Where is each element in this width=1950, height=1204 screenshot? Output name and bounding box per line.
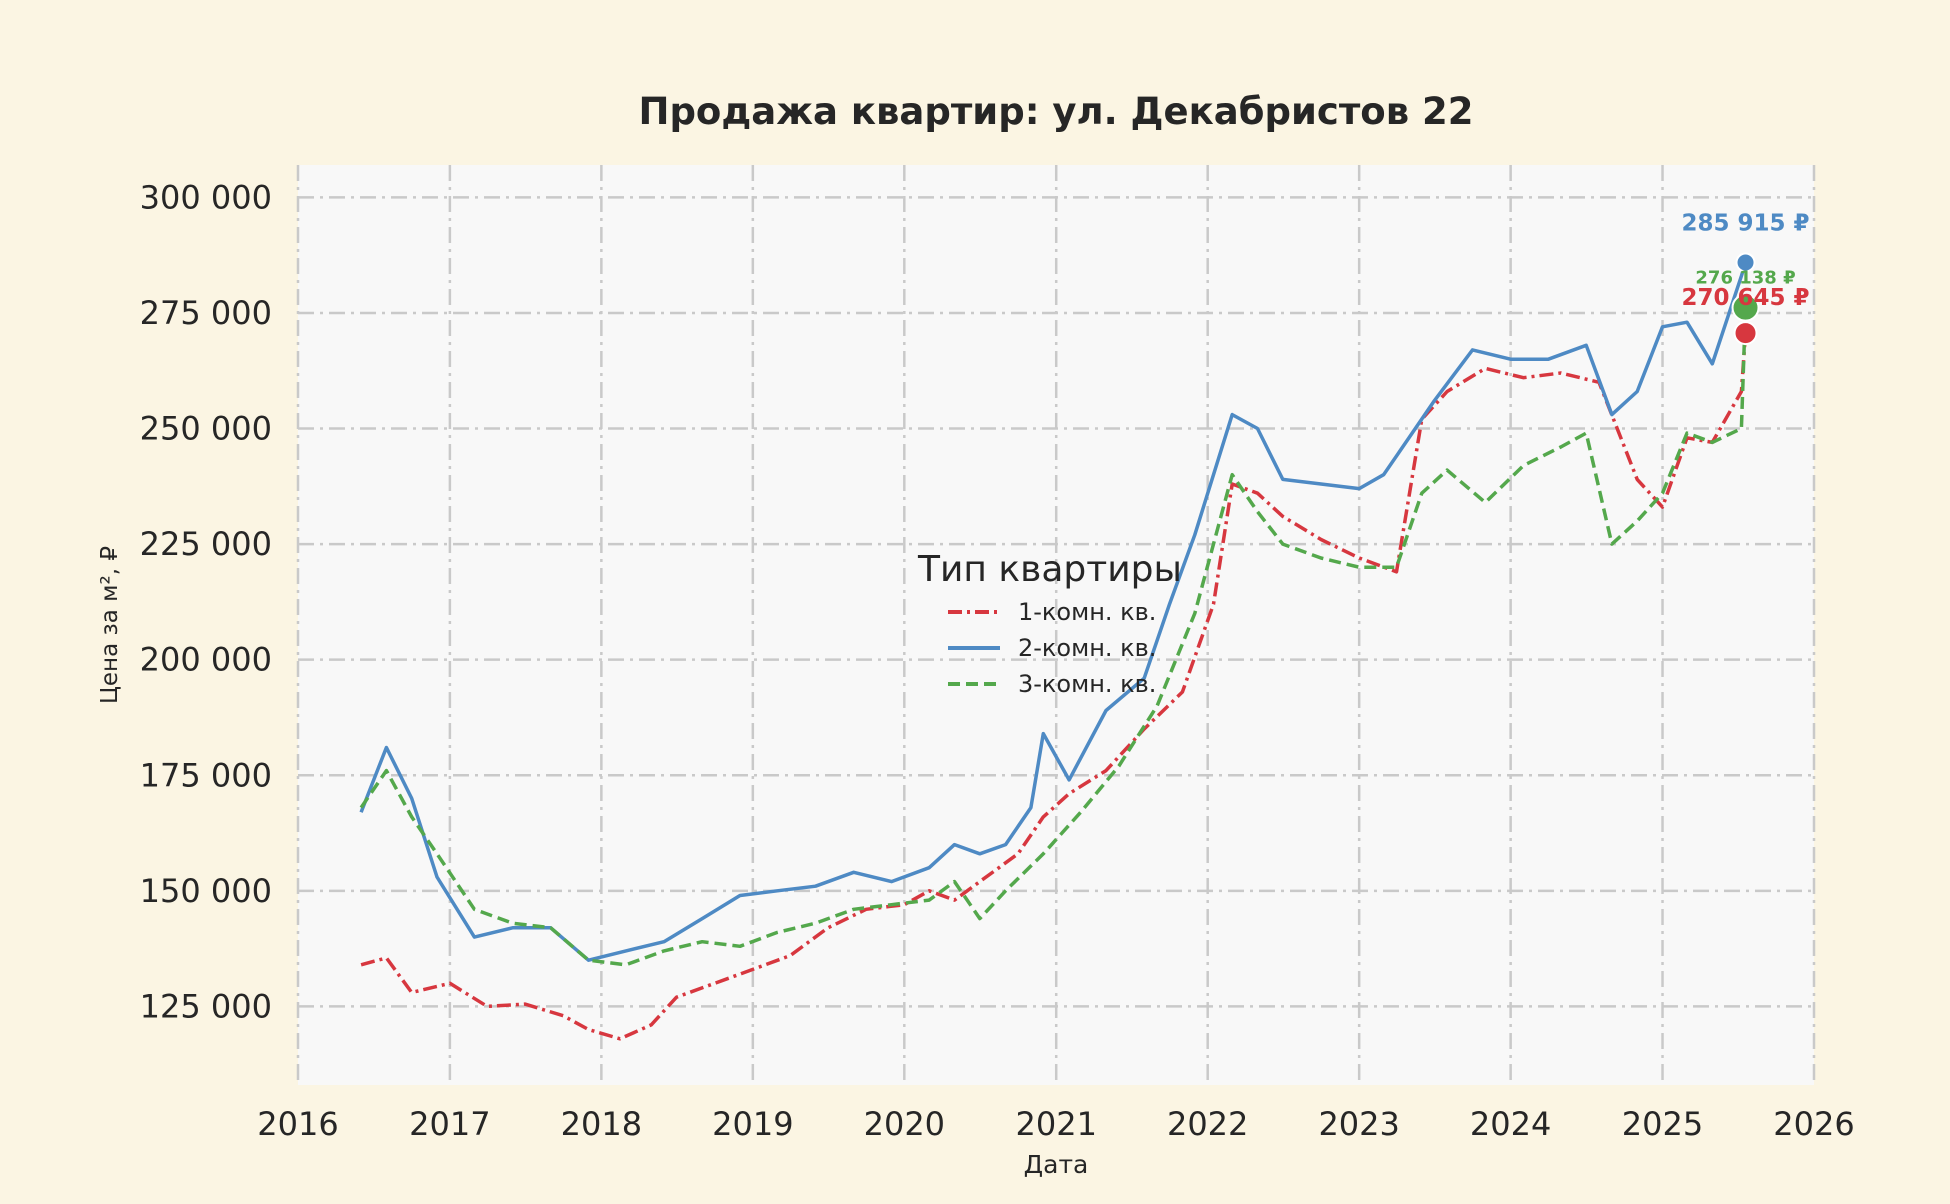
legend-label-3: 3-комн. кв. xyxy=(1018,670,1156,698)
legend-label-1: 1-комн. кв. xyxy=(1018,598,1156,626)
y-axis-label: Цена за м², ₽ xyxy=(97,546,123,704)
x-tick-label-2016: 2016 xyxy=(257,1105,338,1143)
y-tick-label-125000: 125 000 xyxy=(140,987,272,1025)
y-tick-label-275000: 275 000 xyxy=(140,294,272,332)
series-layer xyxy=(359,261,1748,1041)
x-tick-label-2020: 2020 xyxy=(864,1105,945,1143)
y-tick-label-200000: 200 000 xyxy=(140,641,272,679)
series-line-3 xyxy=(359,307,1748,967)
x-tick-label-2022: 2022 xyxy=(1167,1105,1248,1143)
x-tick-label-2024: 2024 xyxy=(1470,1105,1551,1143)
chart-title: Продажа квартир: ул. Декабристов 22 xyxy=(638,90,1473,133)
x-tick-label-2021: 2021 xyxy=(1015,1105,1096,1143)
last-value-marker-3 xyxy=(1733,321,1758,346)
last-value-label-2: 276 138 ₽ xyxy=(1695,268,1795,289)
legend: Тип квартиры 1-комн. кв. 2-комн. кв. 3-к… xyxy=(917,549,1182,698)
x-axis-ticks: 2016 2017 2018 2019 2020 2021 2022 2023 2024 2025… xyxy=(257,1105,1854,1143)
y-tick-label-250000: 250 000 xyxy=(140,410,272,448)
x-tick-label-2026: 2026 xyxy=(1773,1105,1854,1143)
x-tick-label-2019: 2019 xyxy=(712,1105,793,1143)
y-tick-label-175000: 175 000 xyxy=(140,756,272,794)
last-value-label-1: 285 915 ₽ xyxy=(1682,210,1810,236)
y-tick-label-225000: 225 000 xyxy=(140,525,272,563)
y-tick-label-300000: 300 000 xyxy=(140,178,272,216)
last-value-marker-1 xyxy=(1735,252,1756,273)
x-tick-label-2017: 2017 xyxy=(409,1105,490,1143)
last-value-label-3: 270 645 ₽ xyxy=(1682,285,1810,311)
x-tick-label-2018: 2018 xyxy=(561,1105,642,1143)
legend-label-2: 2-комн. кв. xyxy=(1018,634,1156,662)
series-line-1 xyxy=(360,332,1748,1041)
last-value-marker-2 xyxy=(1731,293,1760,322)
legend-entry-2: 2-комн. кв. xyxy=(948,634,1156,662)
x-tick-label-2025: 2025 xyxy=(1622,1105,1703,1143)
series-line-2 xyxy=(359,261,1748,962)
y-tick-label-150000: 150 000 xyxy=(140,872,272,910)
grid xyxy=(296,165,1816,1085)
legend-title: Тип квартиры xyxy=(917,549,1182,590)
legend-entry-3: 3-комн. кв. xyxy=(948,670,1156,698)
x-axis-label: Дата xyxy=(1024,1150,1089,1179)
annotation-layer: 285 915 ₽ 276 138 ₽270 645 ₽ xyxy=(1682,210,1810,346)
y-axis-ticks: 125 000 150 000 175 000 200 000 225 000 250 0… xyxy=(140,178,272,1025)
x-tick-label-2023: 2023 xyxy=(1318,1105,1399,1143)
legend-entry-1: 1-комн. кв. xyxy=(948,598,1156,626)
